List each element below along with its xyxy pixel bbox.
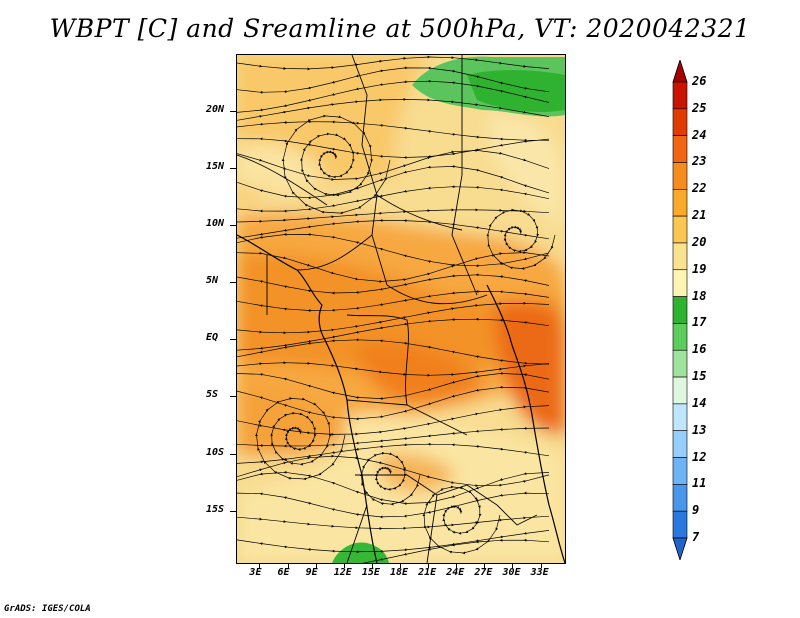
y-tick-label: 15S [206, 503, 225, 515]
streamline [237, 273, 550, 295]
colorbar-top-arrow [672, 60, 688, 83]
coastline [237, 234, 565, 563]
colorbar-label: 18 [692, 288, 707, 303]
colorbar-label: 12 [692, 449, 707, 464]
x-tick-label: 21E [418, 567, 437, 578]
colorbar-segment [672, 376, 688, 405]
x-tick-label: 12E [333, 567, 352, 578]
streamline [255, 397, 346, 481]
colorbar-label: 23 [692, 154, 707, 169]
colorbar-bottom-arrow [672, 537, 688, 560]
x-tick-label: 18E [390, 567, 409, 578]
colorbar-segment [672, 484, 688, 512]
streamline [237, 338, 550, 365]
x-tick-label: 33E [530, 567, 549, 578]
colorbar-segment [672, 296, 688, 324]
y-tick-label: 10S [206, 446, 225, 458]
x-tick-mark [456, 563, 458, 568]
colorbar-label: 16 [692, 342, 707, 357]
x-tick-mark [287, 563, 289, 568]
x-tick-mark [512, 563, 514, 568]
colorbar-segment [672, 188, 688, 217]
y-tick-label: EQ [206, 332, 219, 344]
streamline [281, 114, 391, 215]
chart-title: WBPT [C] and Sreamline at 500hPa, VT: 20… [49, 14, 751, 43]
streamline [237, 97, 550, 121]
streamline [486, 208, 556, 270]
colorbar-segment [672, 510, 688, 539]
y-tick-mark [230, 396, 236, 398]
colorbar-label: 24 [692, 127, 707, 142]
colorbar-label: 22 [692, 181, 707, 196]
map-canvas [237, 55, 565, 563]
x-tick-label: 6E [277, 567, 290, 578]
colorbar-segment [672, 215, 688, 244]
colorbar-label: 19 [692, 261, 707, 276]
x-tick-mark [540, 563, 542, 568]
y-tick-label: 20N [206, 104, 225, 116]
colorbar-segment [672, 349, 688, 378]
colorbar-label: 11 [692, 476, 707, 491]
x-tick-label: 15E [361, 567, 380, 578]
colorbar-label: 25 [692, 100, 707, 115]
colorbar-segment [672, 242, 688, 271]
colorbar-label: 17 [692, 315, 707, 330]
colorbar-label: 7 [692, 530, 700, 544]
colorbar [672, 60, 688, 560]
x-tick-mark [343, 563, 345, 568]
colorbar-segment [672, 269, 688, 297]
y-tick-mark [230, 111, 236, 113]
x-tick-label: 27E [474, 567, 493, 578]
colorbar-segment [672, 108, 688, 136]
streamlines [237, 55, 556, 563]
x-tick-mark [259, 563, 261, 568]
y-tick-mark [230, 510, 236, 512]
y-tick-label: 5N [206, 275, 219, 287]
colorbar-segment [672, 162, 688, 190]
x-tick-mark [484, 563, 486, 568]
x-tick-label: 24E [446, 567, 465, 578]
colorbar-segment [672, 81, 688, 110]
y-tick-label: 15N [206, 161, 225, 173]
colorbar-label: 21 [692, 208, 707, 223]
country-borders [237, 55, 538, 563]
colorbar-label: 20 [692, 234, 707, 249]
y-tick-mark [230, 453, 236, 455]
y-tick-mark [230, 339, 236, 341]
colorbar-label: 9 [692, 503, 700, 518]
y-tick-label: 10N [206, 218, 225, 230]
colorbar-segment [672, 135, 688, 163]
x-tick-mark [428, 563, 430, 568]
colorbar-segment [672, 403, 688, 432]
colorbar-label: 13 [692, 422, 707, 437]
y-tick-label: 5S [206, 389, 219, 401]
y-tick-mark [230, 168, 236, 170]
colorbar-label: 14 [692, 395, 707, 410]
x-tick-label: 9E [305, 567, 318, 578]
x-tick-label: 30E [502, 567, 521, 578]
colorbar-segment [672, 323, 688, 351]
x-tick-mark [400, 563, 401, 568]
streamline [359, 451, 421, 506]
credit-text: GrADS: IGES/COLA [4, 604, 91, 614]
x-tick-mark [371, 563, 373, 568]
map-panel [236, 54, 566, 564]
colorbar-segment [672, 430, 688, 458]
colorbar-segment [672, 457, 688, 485]
colorbar-label: 26 [692, 74, 707, 88]
streamline [422, 485, 501, 555]
x-tick-label: 3E [249, 567, 262, 578]
x-tick-mark [315, 563, 317, 568]
colorbar-label: 15 [692, 369, 707, 384]
y-tick-mark [230, 282, 236, 284]
y-tick-mark [230, 225, 236, 227]
